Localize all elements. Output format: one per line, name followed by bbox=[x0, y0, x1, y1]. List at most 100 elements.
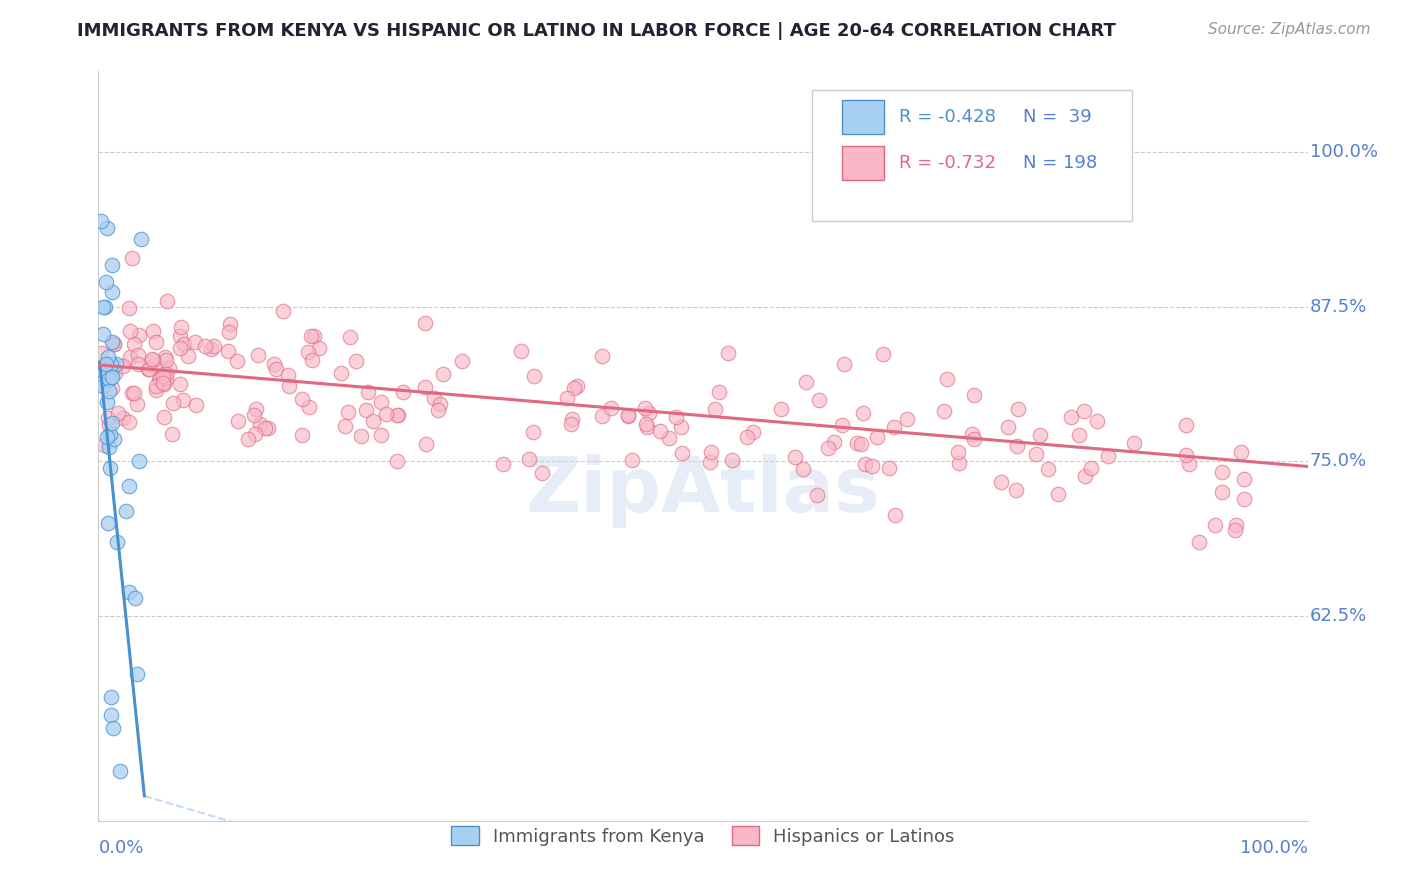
Text: 62.5%: 62.5% bbox=[1310, 607, 1367, 625]
Point bbox=[145, 379, 167, 393]
Point bbox=[415, 436, 437, 450]
Point bbox=[387, 454, 409, 468]
Bar bbox=[842, 146, 884, 180]
Text: ZipAtlas: ZipAtlas bbox=[526, 454, 880, 528]
Point bbox=[96, 430, 118, 444]
Point bbox=[97, 372, 120, 386]
Point bbox=[245, 401, 267, 416]
FancyBboxPatch shape bbox=[811, 90, 1132, 221]
Point bbox=[650, 425, 672, 439]
Point bbox=[946, 445, 969, 459]
Point bbox=[361, 413, 384, 427]
Point bbox=[97, 440, 120, 454]
Point bbox=[93, 379, 115, 393]
Point bbox=[184, 398, 207, 412]
Point bbox=[717, 346, 740, 360]
Bar bbox=[842, 100, 884, 134]
Text: 75.0%: 75.0% bbox=[1310, 452, 1367, 470]
Point bbox=[831, 418, 853, 433]
Point bbox=[374, 407, 396, 421]
Point bbox=[143, 358, 166, 372]
Point bbox=[1123, 435, 1146, 450]
Point bbox=[636, 419, 658, 434]
Point bbox=[101, 369, 124, 384]
Point bbox=[118, 479, 141, 493]
Point bbox=[101, 258, 124, 272]
Point bbox=[138, 362, 160, 376]
Point bbox=[1211, 485, 1233, 500]
Point bbox=[823, 434, 845, 449]
Point bbox=[883, 419, 905, 434]
Point bbox=[120, 350, 142, 364]
Point bbox=[432, 367, 454, 381]
Point bbox=[142, 353, 165, 368]
Point bbox=[299, 329, 322, 343]
Point bbox=[218, 325, 240, 339]
Point bbox=[671, 445, 693, 459]
Text: R = -0.732: R = -0.732 bbox=[898, 154, 995, 172]
Point bbox=[703, 401, 725, 416]
Point bbox=[1211, 465, 1233, 479]
Point bbox=[91, 300, 114, 314]
Point bbox=[103, 337, 125, 351]
Point bbox=[370, 394, 392, 409]
Point bbox=[291, 392, 314, 406]
Point bbox=[617, 408, 640, 422]
Text: 87.5%: 87.5% bbox=[1310, 298, 1367, 316]
Point bbox=[141, 351, 163, 366]
Point bbox=[865, 430, 887, 444]
Point bbox=[962, 427, 984, 442]
Point bbox=[247, 347, 270, 361]
Point bbox=[302, 329, 325, 343]
Point bbox=[100, 690, 122, 704]
Point bbox=[169, 329, 191, 343]
Point bbox=[794, 376, 817, 390]
Point bbox=[531, 466, 554, 480]
Point bbox=[335, 418, 357, 433]
Point bbox=[172, 393, 194, 408]
Point bbox=[194, 339, 217, 353]
Point bbox=[1223, 523, 1246, 537]
Point bbox=[565, 378, 588, 392]
Point bbox=[177, 349, 200, 363]
Point bbox=[1225, 518, 1247, 533]
Point bbox=[104, 367, 127, 381]
Point bbox=[162, 396, 184, 410]
Point bbox=[832, 357, 855, 371]
Point bbox=[852, 407, 875, 421]
Point bbox=[990, 475, 1012, 490]
Point bbox=[557, 391, 579, 405]
Point bbox=[129, 231, 152, 245]
Point bbox=[616, 409, 638, 424]
Point bbox=[100, 368, 122, 383]
Point bbox=[101, 416, 124, 430]
Point bbox=[1067, 428, 1090, 442]
Point bbox=[121, 385, 143, 400]
Point bbox=[97, 516, 120, 531]
Point bbox=[120, 324, 142, 338]
Point bbox=[103, 337, 125, 351]
Point bbox=[183, 334, 205, 349]
Point bbox=[561, 411, 583, 425]
Point bbox=[200, 342, 222, 356]
Point bbox=[155, 367, 177, 381]
Point bbox=[291, 427, 314, 442]
Point bbox=[277, 368, 299, 382]
Point bbox=[1047, 487, 1070, 501]
Point bbox=[935, 372, 957, 386]
Text: R = -0.428: R = -0.428 bbox=[898, 108, 995, 126]
Point bbox=[636, 417, 658, 431]
Point bbox=[97, 350, 120, 364]
Point bbox=[127, 667, 149, 681]
Point bbox=[392, 384, 415, 399]
Point bbox=[170, 319, 193, 334]
Point bbox=[111, 359, 134, 373]
Point bbox=[450, 353, 472, 368]
Point bbox=[257, 421, 280, 435]
Point bbox=[1005, 439, 1028, 453]
Point bbox=[344, 354, 367, 368]
Point bbox=[522, 425, 544, 439]
Point bbox=[94, 301, 117, 315]
Point bbox=[339, 330, 361, 344]
Point bbox=[1028, 427, 1050, 442]
